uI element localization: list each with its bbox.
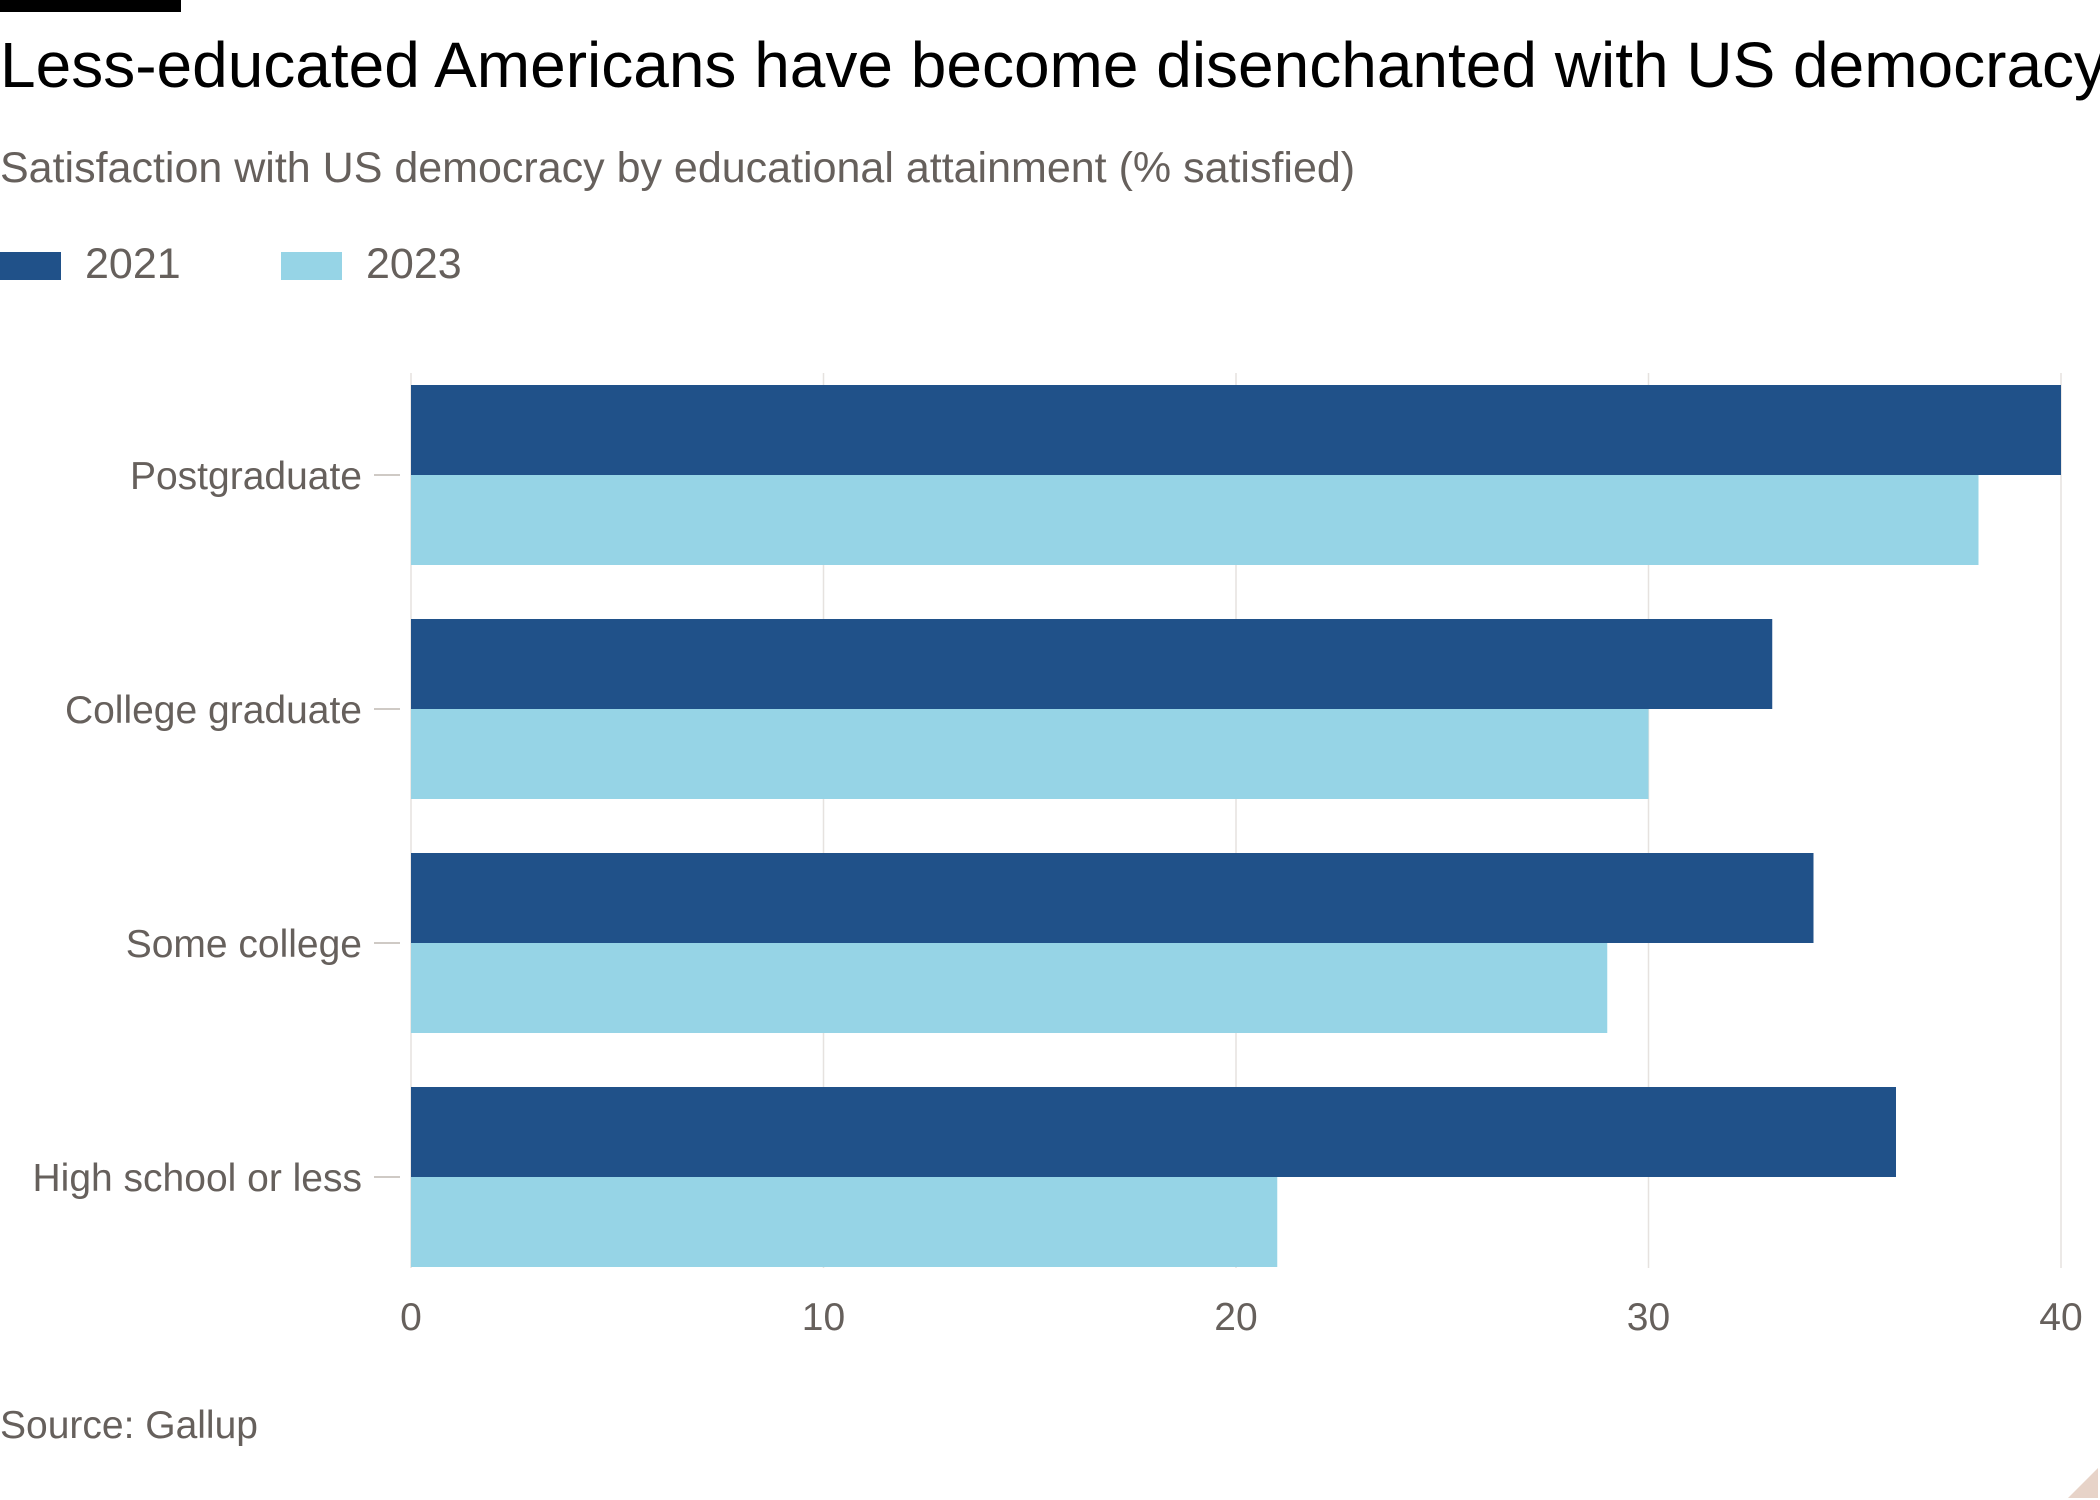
bar-2021-2: [411, 853, 1814, 943]
bar-2023-0: [411, 475, 1979, 565]
legend-swatch-2023: [281, 252, 342, 280]
bar-2021-1: [411, 619, 1773, 709]
x-tick-label-10: 10: [802, 1296, 845, 1339]
y-tick-label-2: Some college: [126, 923, 362, 966]
bar-2023-2: [411, 943, 1608, 1033]
corner-mark: [2068, 1468, 2098, 1498]
y-tick-label-1: College graduate: [65, 689, 362, 732]
legend-label-2023: 2023: [366, 240, 462, 288]
bar-2021-3: [411, 1087, 1896, 1177]
y-tick-label-3: High school or less: [33, 1157, 362, 1200]
bar-2021-0: [411, 385, 2061, 475]
chart-title: Less-educated Americans have become dise…: [0, 29, 2100, 101]
legend-label-2021: 2021: [85, 240, 181, 288]
x-tick-label-0: 0: [400, 1296, 422, 1339]
source-note: Source: Gallup: [0, 1404, 258, 1447]
y-tick-label-0: Postgraduate: [130, 455, 362, 498]
bar-2023-1: [411, 709, 1649, 799]
chart-subtitle: Satisfaction with US democracy by educat…: [0, 144, 1356, 192]
x-tick-label-20: 20: [1214, 1296, 1257, 1339]
legend-swatch-2021: [0, 252, 61, 280]
brand-bar: [0, 0, 181, 12]
x-tick-label-30: 30: [1627, 1296, 1670, 1339]
bar-2023-3: [411, 1177, 1278, 1267]
x-tick-label-40: 40: [2039, 1296, 2082, 1339]
